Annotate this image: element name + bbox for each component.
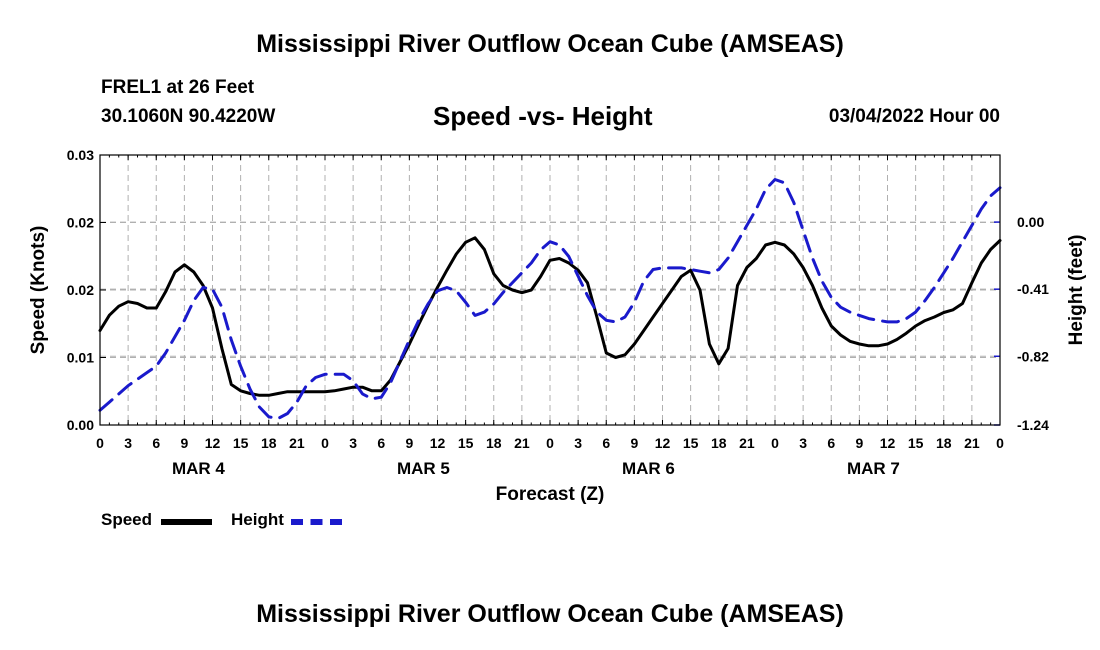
forecast-date-label: 03/04/2022 Hour 00 [828,106,1000,127]
speed-height-chart: 0 3 6 9 12 15 18 21 0 3 6 9 12 15 18 21 0 3 6 9 12 15 18 21 0 3 6 9… [28,147,1087,505]
footer-title: Mississippi River Outflow Ocean Cube (AM… [256,600,844,628]
x-tick-label: 0 [96,435,104,451]
y2-tick-label: 0.00 [1017,214,1044,230]
y-tick-label: 0.02 [67,215,94,231]
legend-speed-label: Speed [101,510,153,529]
series-layer [98,178,1002,420]
x-tick-label: 21 [514,435,530,451]
x-tick-label: 9 [630,435,638,451]
x-tick-label: 15 [683,435,699,451]
legend-speed-swatch [161,519,212,525]
x-tick-label: 0 [771,435,779,451]
legend-height-label: Height [231,510,284,529]
x-tick-label: 9 [180,435,188,451]
coordinates-label: 30.1060N 90.4220W [101,106,276,127]
x-tick-label: 12 [655,435,671,451]
x-tick-label: 6 [827,435,835,451]
x-tick-label: 3 [574,435,582,451]
labels-layer: 0 3 6 9 12 15 18 21 0 3 6 9 12 15 18 21 0 3 6 9 12 15 18 21 0 3 6 9… [28,147,1087,505]
x-tick-label: 21 [289,435,305,451]
x-tick-label: 6 [152,435,160,451]
x-tick-label: 3 [124,435,132,451]
y2-tick-label: -1.24 [1017,417,1049,433]
y-tick-label: 0.01 [67,350,94,366]
x-tick-label: 12 [205,435,221,451]
x-tick-label: 3 [349,435,357,451]
plot-frame [99,154,1001,426]
day-label: MAR 4 [172,459,225,478]
axes-layer [99,154,1001,426]
x-tick-label: 0 [321,435,329,451]
x-tick-label: 15 [908,435,924,451]
series-line-height [98,178,1002,420]
x-tick-label: 0 [996,435,1004,451]
x-tick-label: 9 [855,435,863,451]
series-line-speed [98,236,1002,397]
x-tick-label: 18 [486,435,502,451]
grid-layer [100,155,1000,426]
day-label: MAR 5 [397,459,450,478]
x-tick-label: 18 [261,435,277,451]
x-axis-title: Forecast (Z) [496,484,605,505]
y2-tick-label: -0.82 [1017,348,1049,364]
main-title: Mississippi River Outflow Ocean Cube (AM… [256,30,844,58]
station-label: FREL1 at 26 Feet [101,77,255,98]
y2-tick-label: -0.41 [1017,281,1049,297]
chart-title: Speed -vs- Height [433,101,653,131]
y2-axis-title: Height (feet) [1066,235,1087,346]
x-tick-label: 6 [377,435,385,451]
x-tick-label: 21 [964,435,980,451]
x-tick-label: 12 [880,435,896,451]
x-tick-label: 12 [430,435,446,451]
y-tick-label: 0.03 [67,147,94,163]
y-tick-label: 0.02 [67,282,94,298]
day-label: MAR 7 [847,459,900,478]
x-tick-label: 15 [233,435,249,451]
y-tick-label: 0.00 [67,417,94,433]
x-tick-label: 21 [739,435,755,451]
x-tick-label: 18 [936,435,952,451]
y-axis-title: Speed (Knots) [28,226,49,355]
legend-height-swatch [291,519,342,525]
x-tick-label: 3 [799,435,807,451]
x-tick-label: 0 [546,435,554,451]
x-tick-label: 18 [711,435,727,451]
x-tick-label: 15 [458,435,474,451]
x-tick-label: 9 [405,435,413,451]
day-label: MAR 6 [622,459,675,478]
x-tick-label: 6 [602,435,610,451]
